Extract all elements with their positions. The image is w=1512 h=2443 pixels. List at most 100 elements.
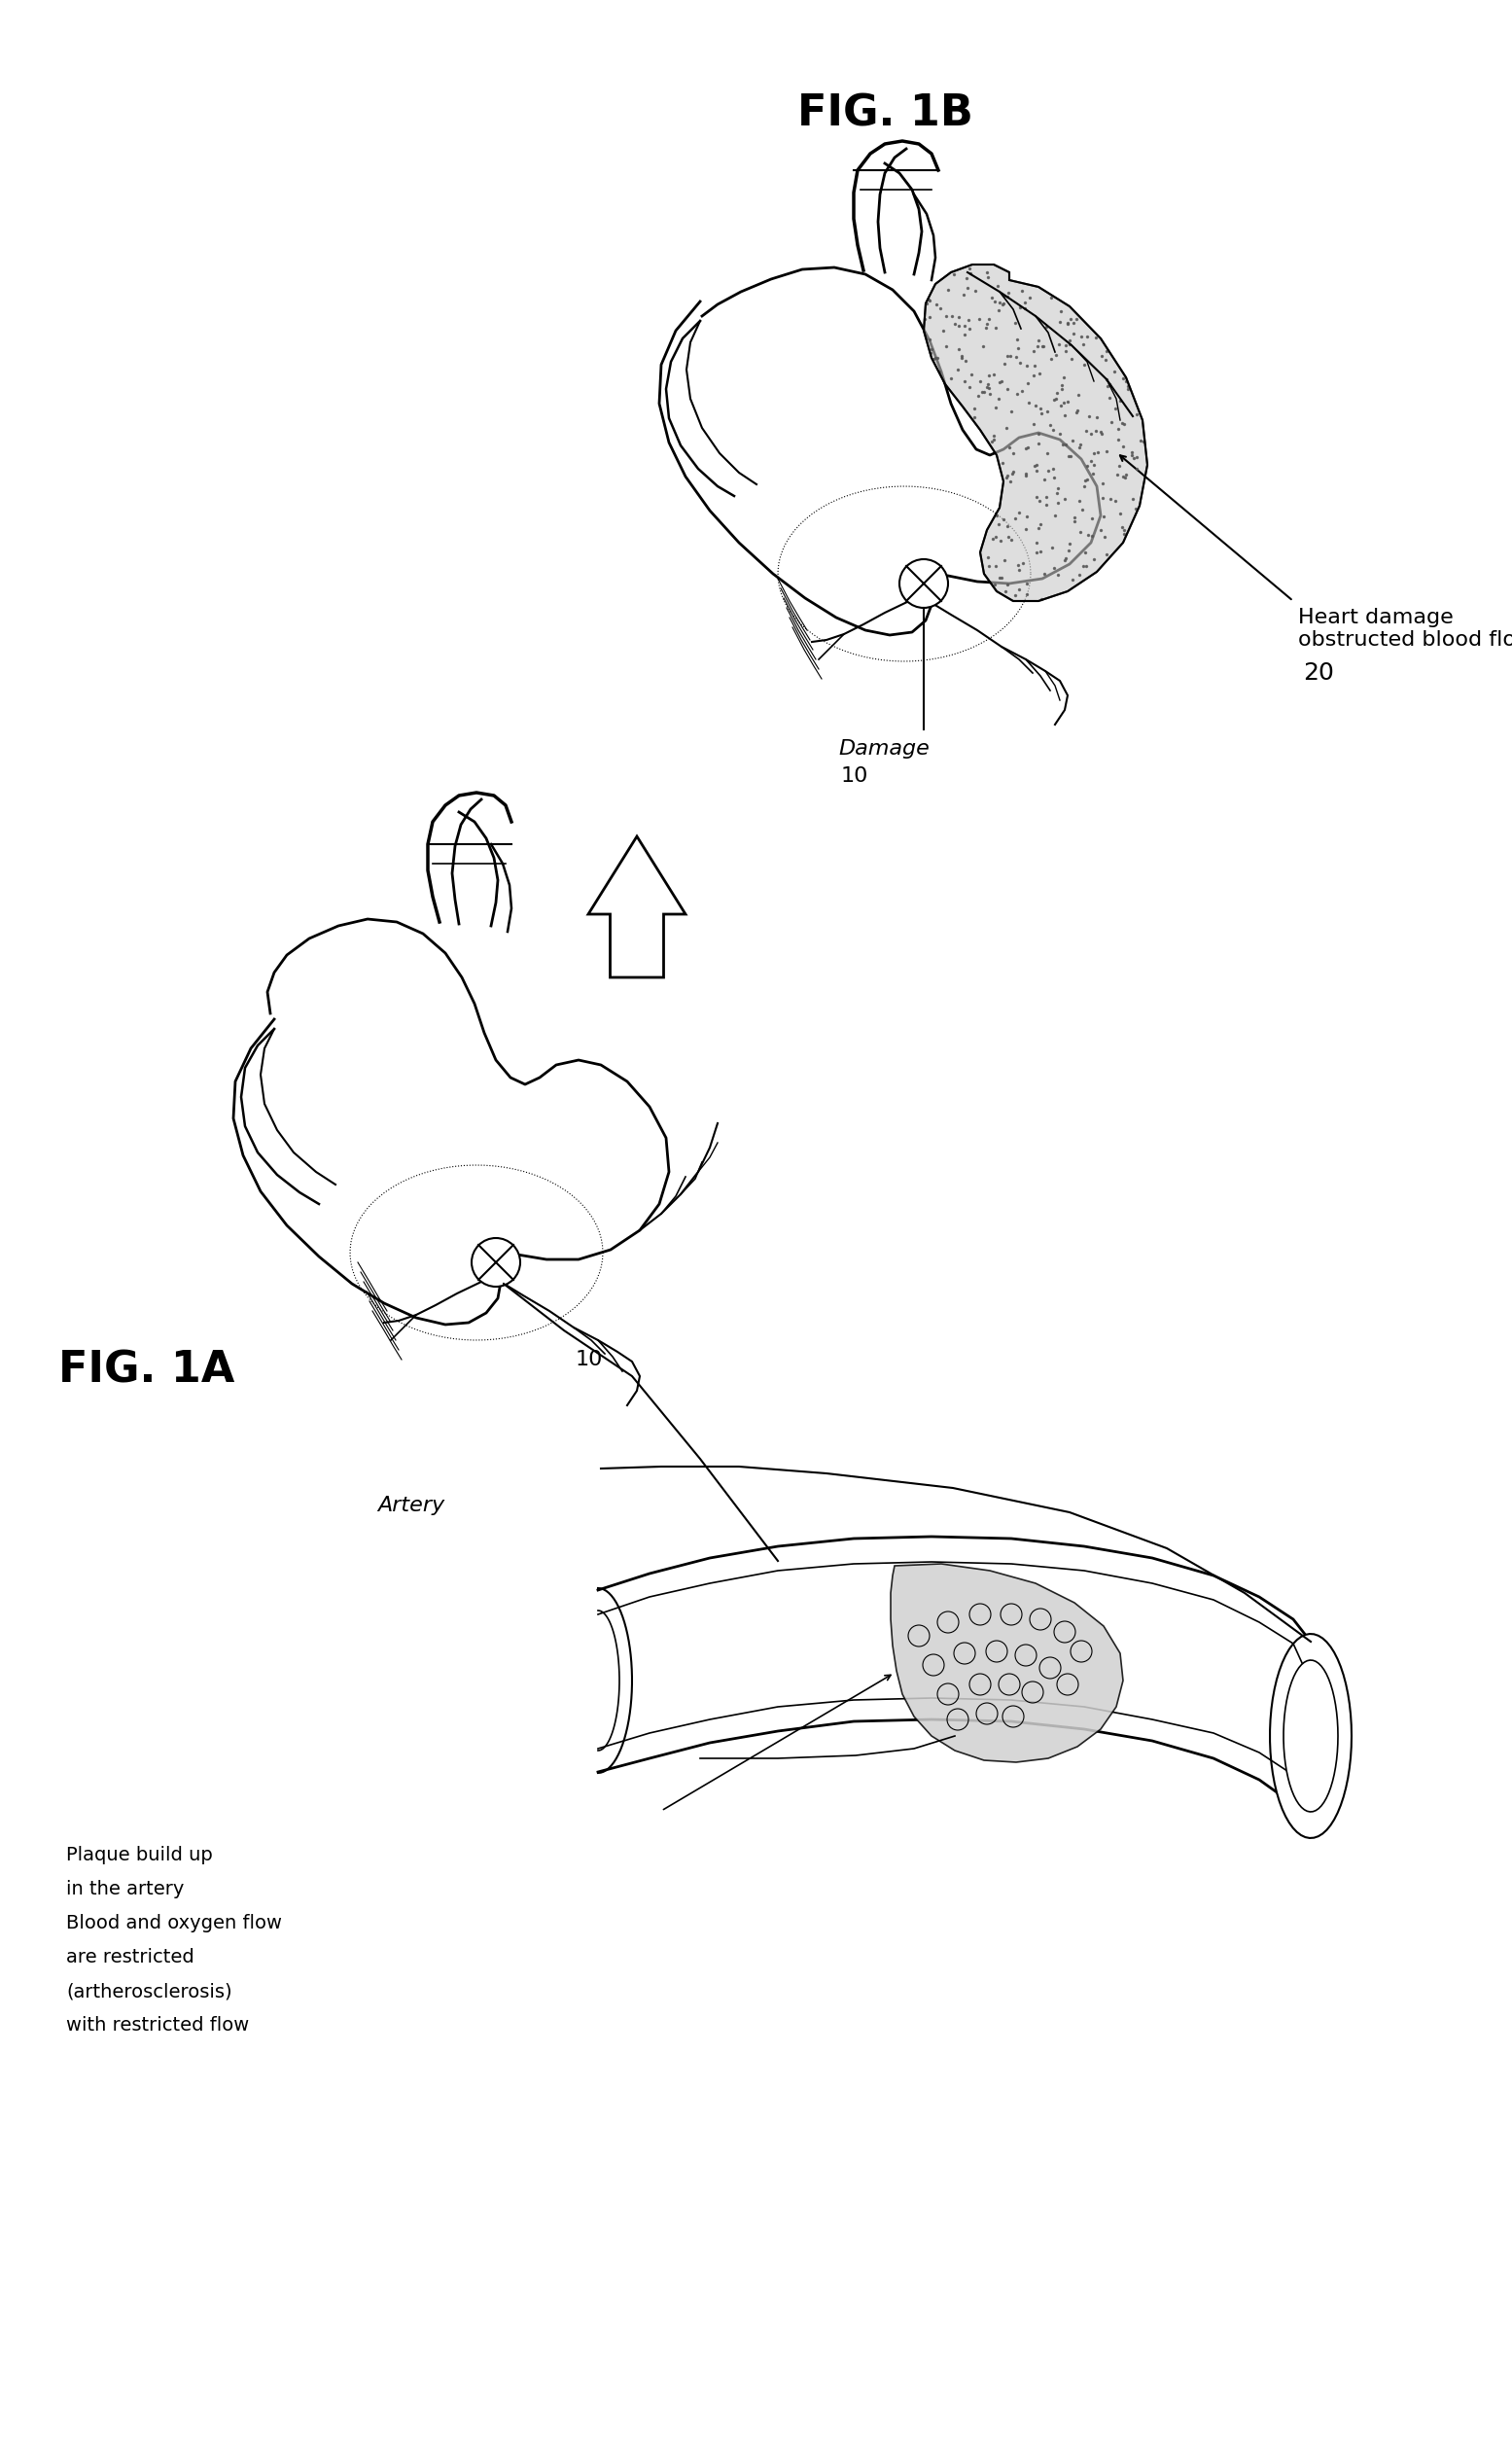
- Point: [1111, 428, 1136, 467]
- Point: [996, 518, 1021, 557]
- Point: [1108, 381, 1132, 420]
- Point: [1001, 452, 1025, 491]
- Point: [1027, 508, 1051, 547]
- Point: [971, 327, 995, 366]
- Point: [1116, 369, 1140, 408]
- Point: [959, 354, 983, 393]
- Point: [1004, 337, 1028, 376]
- Text: FIG. 1B: FIG. 1B: [797, 93, 974, 134]
- Point: [989, 520, 1013, 559]
- Point: [1111, 359, 1136, 398]
- Point: [1030, 579, 1054, 618]
- Point: [998, 428, 1022, 467]
- Point: [913, 298, 937, 337]
- Point: [963, 271, 987, 310]
- Point: [1027, 354, 1051, 393]
- Point: [1061, 315, 1086, 354]
- Point: [1013, 454, 1037, 493]
- Point: [957, 366, 981, 406]
- Point: [1064, 300, 1089, 340]
- Point: [950, 337, 974, 376]
- Point: [1114, 454, 1139, 493]
- Point: [974, 254, 998, 293]
- Point: [1072, 462, 1096, 501]
- Point: [945, 349, 969, 388]
- Point: [1040, 450, 1064, 489]
- Point: [983, 308, 1007, 347]
- Polygon shape: [924, 264, 1148, 601]
- Point: [1049, 366, 1074, 406]
- Point: [1057, 530, 1081, 569]
- Point: [1048, 325, 1072, 364]
- Point: [966, 376, 990, 415]
- Polygon shape: [1270, 1634, 1352, 1837]
- Point: [953, 308, 977, 347]
- Point: [1057, 525, 1081, 564]
- Point: [995, 454, 1019, 493]
- Point: [1034, 308, 1058, 347]
- Point: [1027, 320, 1051, 359]
- Point: [1064, 393, 1089, 432]
- Point: [1052, 540, 1077, 579]
- Point: [1090, 337, 1114, 376]
- Point: [968, 362, 992, 401]
- Point: [1046, 469, 1070, 508]
- Point: [981, 518, 1005, 557]
- Point: [1111, 513, 1136, 552]
- Point: [1018, 384, 1042, 423]
- Point: [1108, 493, 1132, 533]
- Point: [1013, 288, 1037, 327]
- Point: [963, 388, 987, 428]
- Point: [1069, 318, 1093, 357]
- Point: [1042, 547, 1066, 586]
- Point: [987, 283, 1012, 322]
- Text: 20: 20: [1303, 662, 1334, 684]
- Point: [1042, 379, 1066, 418]
- Point: [953, 362, 977, 401]
- Point: [1098, 364, 1122, 403]
- Point: [1013, 457, 1037, 496]
- Point: [1031, 327, 1055, 366]
- Point: [918, 281, 942, 320]
- Point: [1093, 340, 1117, 379]
- Point: [1128, 420, 1152, 459]
- Point: [947, 298, 971, 337]
- Point: [1005, 320, 1030, 359]
- Point: [995, 506, 1019, 545]
- Point: [966, 298, 990, 337]
- Point: [984, 388, 1009, 428]
- Point: [1072, 467, 1096, 506]
- Point: [1089, 415, 1113, 454]
- Point: [1048, 303, 1072, 342]
- Point: [947, 305, 971, 344]
- Point: [1007, 550, 1031, 589]
- Point: [1013, 508, 1037, 547]
- Point: [1095, 359, 1119, 398]
- Point: [957, 249, 981, 288]
- Point: [918, 298, 942, 337]
- Point: [1069, 491, 1093, 530]
- Point: [1069, 513, 1093, 552]
- Point: [1018, 279, 1042, 318]
- Point: [1075, 318, 1099, 357]
- Point: [1060, 340, 1084, 379]
- Point: [1078, 442, 1102, 481]
- Point: [1049, 386, 1074, 425]
- Point: [1027, 425, 1051, 464]
- Point: [1086, 398, 1110, 437]
- Point: [981, 420, 1005, 459]
- Point: [1010, 271, 1034, 310]
- Point: [934, 296, 959, 335]
- Point: [1043, 496, 1067, 535]
- Text: in the artery: in the artery: [67, 1881, 184, 1898]
- Point: [1015, 496, 1039, 535]
- Point: [1027, 413, 1051, 452]
- Circle shape: [472, 1239, 520, 1287]
- Point: [977, 298, 1001, 337]
- Point: [1095, 432, 1119, 471]
- Text: Heart damage: Heart damage: [1299, 608, 1453, 628]
- Point: [977, 364, 1001, 403]
- Text: 10: 10: [841, 767, 869, 787]
- Point: [1009, 342, 1033, 381]
- Point: [915, 283, 939, 322]
